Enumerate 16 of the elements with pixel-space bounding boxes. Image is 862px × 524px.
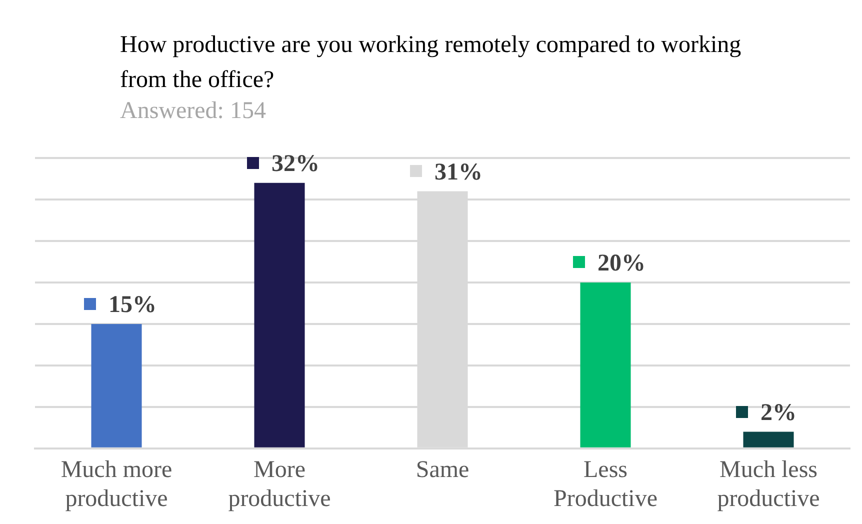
- chart-subtitle: Answered: 154: [120, 98, 266, 125]
- data-label: 20%: [598, 250, 646, 277]
- x-tick-label: Much less productive: [717, 457, 820, 512]
- bar: [254, 182, 305, 448]
- data-label: 15%: [108, 292, 156, 318]
- x-tick-label: Less Productive: [554, 457, 658, 512]
- data-label: 32%: [272, 151, 320, 178]
- bar: [580, 282, 631, 448]
- bar: [91, 324, 142, 448]
- data-label: 2%: [760, 400, 796, 426]
- bar: [743, 432, 794, 448]
- x-tick-label: Much more productive: [60, 457, 172, 512]
- chart-title: How productive are you working remotely compared to working from the office?: [120, 31, 742, 95]
- data-label: 31%: [434, 159, 482, 186]
- x-tick-label: Same: [416, 457, 470, 484]
- x-tick-label: More productive: [228, 457, 331, 512]
